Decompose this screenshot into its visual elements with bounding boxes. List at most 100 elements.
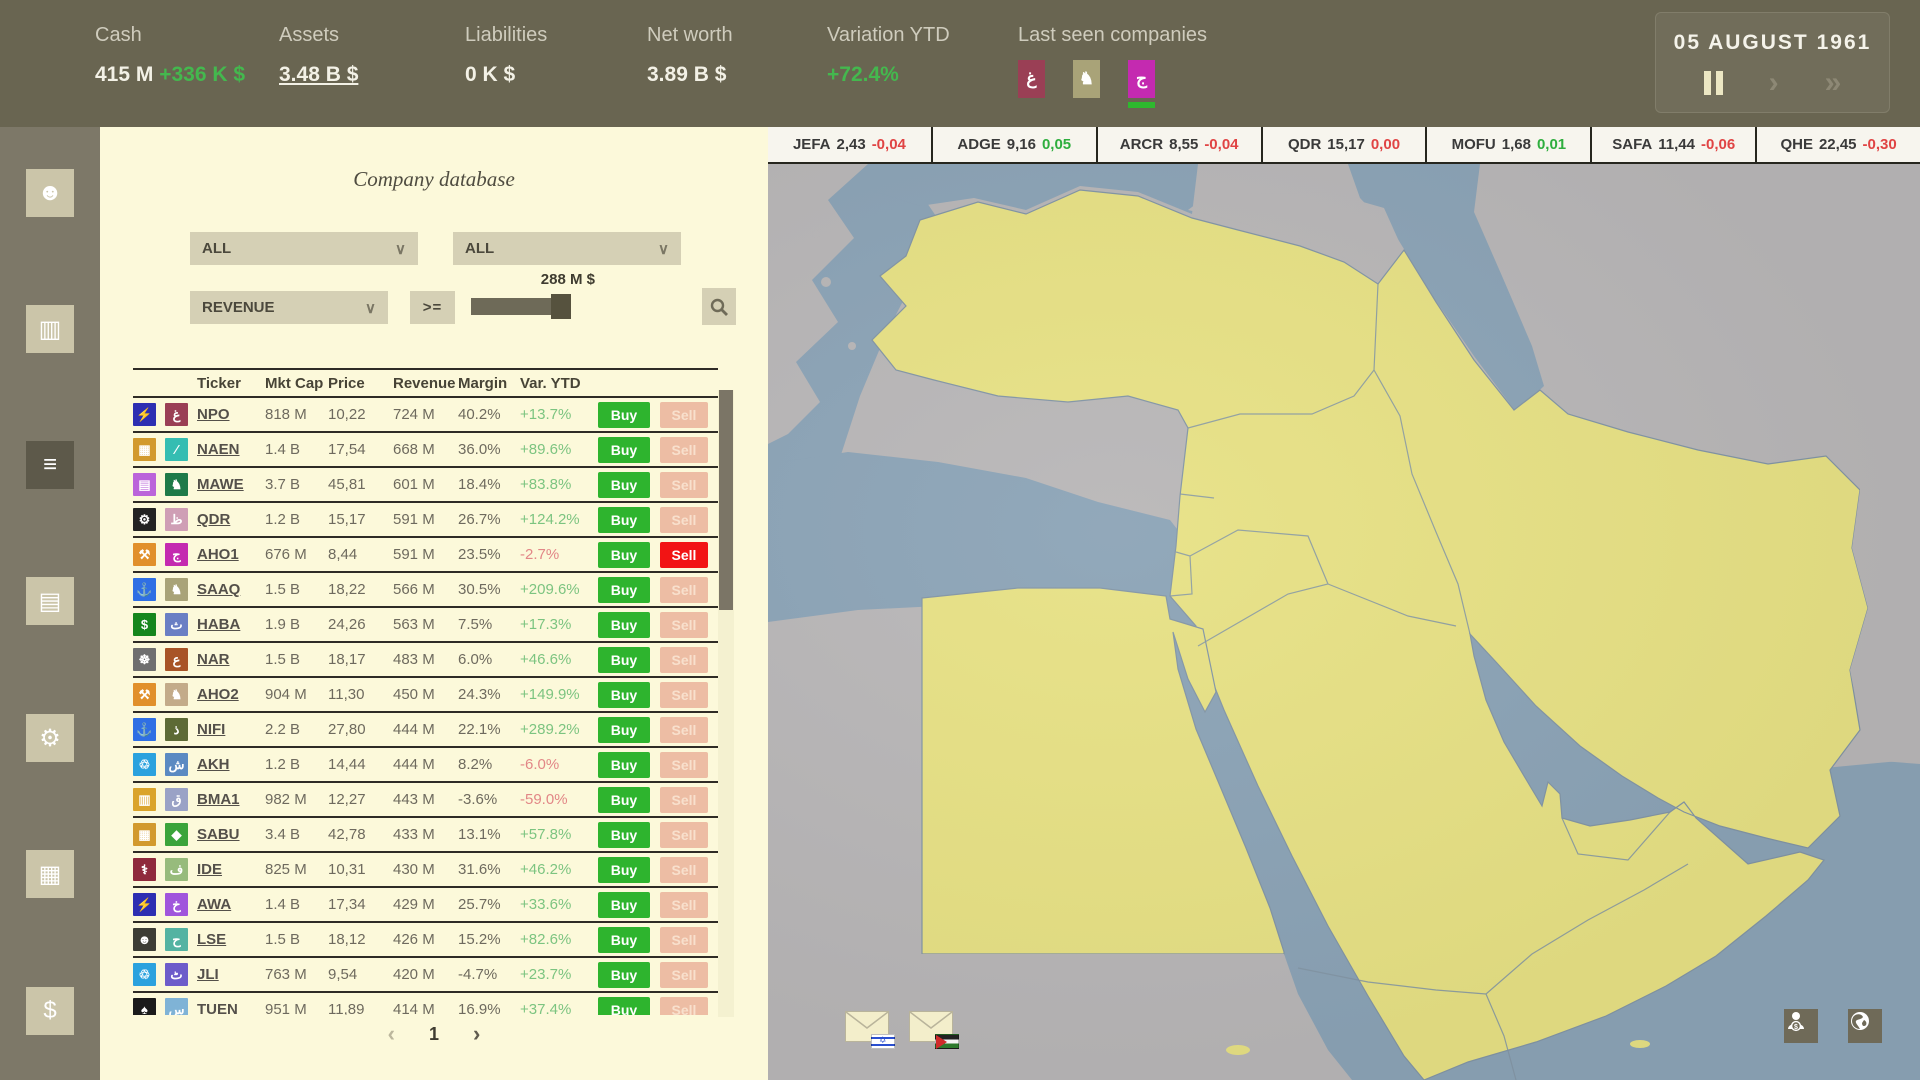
sidebar-item-database[interactable]: ≡	[26, 441, 74, 489]
buy-button[interactable]: Buy	[598, 471, 650, 498]
buy-button[interactable]: Buy	[598, 646, 650, 673]
sell-button[interactable]: Sell	[660, 436, 708, 463]
buy-button[interactable]: Buy	[598, 576, 650, 603]
buy-button[interactable]: Buy	[598, 751, 650, 778]
ticker-link[interactable]: SABU	[197, 826, 240, 843]
table-row: ⚡ غ NPO 818 M 10,22 724 M 40.2% +13.7% B…	[133, 398, 718, 433]
ticker-cell[interactable]: JEFA 2,43 -0,04	[768, 127, 931, 162]
ticker-link[interactable]: SAAQ	[197, 581, 241, 598]
ticker-link[interactable]: NIFI	[197, 721, 226, 738]
ticker-link[interactable]: QDR	[197, 511, 231, 528]
buy-button[interactable]: Buy	[598, 961, 650, 988]
banker-button[interactable]: $	[1784, 1009, 1818, 1043]
globe-button[interactable]	[1848, 1009, 1882, 1043]
buy-button[interactable]: Buy	[598, 786, 650, 813]
lion-icon[interactable]: ♞	[1073, 60, 1100, 98]
metric-filter-select[interactable]: REVENUE ∨	[190, 291, 388, 324]
message-envelope[interactable]	[845, 1011, 895, 1049]
sell-button[interactable]: Sell	[660, 786, 708, 813]
buy-button[interactable]: Buy	[598, 611, 650, 638]
ticker-link[interactable]: AHO1	[197, 546, 239, 563]
arabic-seen-icon: س	[165, 998, 188, 1015]
industry-filter-select[interactable]: ALL ∨	[190, 232, 418, 265]
sidebar-item-news-documents[interactable]: ▤	[26, 577, 74, 625]
buy-button[interactable]: Buy	[598, 681, 650, 708]
banker-icon: $	[1788, 1012, 1804, 1032]
sell-button[interactable]: Sell	[660, 471, 708, 498]
table-row: ⚡ خ AWA 1.4 B 17,34 429 M 25.7% +33.6% B…	[133, 888, 718, 923]
ticker-cell[interactable]: SAFA 11,44 -0,06	[1592, 127, 1756, 162]
sell-button[interactable]: Sell	[660, 611, 708, 638]
sell-button[interactable]: Sell	[660, 576, 708, 603]
ticker-cell[interactable]: ADGE 9,16 0,05	[932, 127, 1096, 162]
sell-button[interactable]: Sell	[660, 751, 708, 778]
sell-button[interactable]: Sell	[660, 926, 708, 953]
sell-button[interactable]: Sell	[660, 716, 708, 743]
operator-button[interactable]: >=	[410, 291, 455, 324]
ticker-link[interactable]: NAEN	[197, 441, 240, 458]
company-building-icon: ▦	[38, 860, 62, 888]
buy-button[interactable]: Buy	[598, 821, 650, 848]
oil-derrick-icon: ⚒	[133, 543, 156, 566]
ticker-link[interactable]: AHO2	[197, 686, 239, 703]
buy-button[interactable]: Buy	[598, 996, 650, 1015]
buy-button[interactable]: Buy	[598, 401, 650, 428]
table-scrollbar[interactable]	[718, 390, 734, 1017]
middle-east-map[interactable]: $	[768, 164, 1920, 1080]
sidebar-item-passport[interactable]: ▥	[26, 305, 74, 353]
buy-button[interactable]: Buy	[598, 506, 650, 533]
sell-button[interactable]: Sell	[660, 961, 708, 988]
arabic-ghain-icon[interactable]: غ	[1018, 60, 1045, 98]
sell-button[interactable]: Sell	[660, 681, 708, 708]
buy-button[interactable]: Buy	[598, 541, 650, 568]
search-button[interactable]	[702, 288, 736, 325]
stat-label: Liabilities	[465, 24, 548, 46]
buy-button[interactable]: Buy	[598, 856, 650, 883]
pause-icon[interactable]	[1703, 71, 1723, 95]
next-page-icon[interactable]: ›	[473, 1021, 481, 1046]
egypt-land	[921, 587, 1285, 955]
country-borders	[1169, 283, 1689, 1080]
ticker-link[interactable]: MAWE	[197, 476, 244, 493]
ticker-cell[interactable]: MOFU 1,68 0,01	[1427, 127, 1591, 162]
sell-button[interactable]: Sell	[660, 646, 708, 673]
prev-page-icon[interactable]: ‹	[387, 1021, 395, 1046]
sell-button[interactable]: Sell	[660, 506, 708, 533]
buy-button[interactable]: Buy	[598, 436, 650, 463]
sell-button[interactable]: Sell	[660, 821, 708, 848]
slider-handle[interactable]	[551, 294, 571, 319]
buy-button[interactable]: Buy	[598, 891, 650, 918]
ticker-cell[interactable]: QHE 22,45 -0,30	[1757, 127, 1920, 162]
scrollbar-thumb[interactable]	[719, 390, 733, 610]
ticker-cell[interactable]: ARCR 8,55 -0,04	[1097, 127, 1261, 162]
sell-button[interactable]: Sell	[660, 996, 708, 1015]
ticker-link[interactable]: AWA	[197, 896, 232, 913]
ticker-link[interactable]: BMA1	[197, 791, 240, 808]
sell-button[interactable]: Sell	[660, 856, 708, 883]
ticker-link[interactable]: JLI	[197, 966, 219, 983]
arabic-jeem-icon[interactable]: ج	[1128, 60, 1155, 108]
ticker-link[interactable]: NAR	[197, 651, 230, 668]
fast-forward-icon[interactable]: »	[1824, 66, 1842, 99]
threshold-slider[interactable]	[471, 294, 571, 319]
buy-button[interactable]: Buy	[598, 926, 650, 953]
sidebar-item-finance-money[interactable]: $	[26, 987, 74, 1035]
country-filter-select[interactable]: ALL ∨	[453, 232, 681, 265]
buy-button[interactable]: Buy	[598, 716, 650, 743]
ticker-link[interactable]: HABA	[197, 616, 241, 633]
ticker-link[interactable]: LSE	[197, 931, 227, 948]
ticker-link[interactable]: AKH	[197, 756, 230, 773]
sidebar-item-profile[interactable]: ☻	[26, 169, 74, 217]
sidebar-item-company-building[interactable]: ▦	[26, 850, 74, 898]
message-envelope[interactable]	[909, 1011, 959, 1049]
sell-button[interactable]: Sell	[660, 891, 708, 918]
map-canvas[interactable]	[768, 164, 1920, 1080]
ticker-link[interactable]: TUEN	[197, 1001, 238, 1015]
sell-button[interactable]: Sell	[660, 401, 708, 428]
ticker-link[interactable]: IDE	[197, 861, 223, 878]
ticker-link[interactable]: NPO	[197, 406, 230, 423]
ticker-cell[interactable]: QDR 15,17 0,00	[1262, 127, 1426, 162]
play-icon[interactable]: ›	[1768, 66, 1779, 99]
sidebar-item-industry-gears[interactable]: ⚙	[26, 714, 74, 762]
sell-button[interactable]: Sell	[660, 541, 708, 568]
